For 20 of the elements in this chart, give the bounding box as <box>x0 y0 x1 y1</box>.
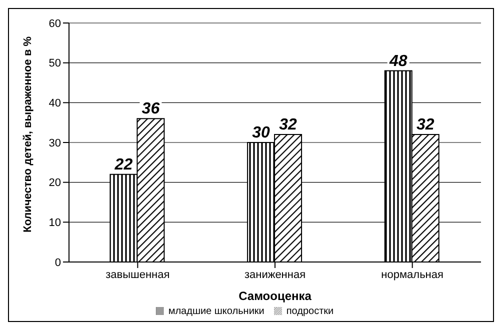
y-tick-label: 0 <box>54 256 61 269</box>
x-axis-title: Самооценка <box>238 289 312 303</box>
y-tick-label: 40 <box>48 98 61 110</box>
data-label: 32 <box>416 116 434 134</box>
y-tick-label: 60 <box>48 18 61 30</box>
y-tick-label: 50 <box>48 58 61 70</box>
legend-label: подростки <box>286 306 334 317</box>
x-tick-label: завышенная <box>106 268 170 281</box>
data-label: 30 <box>252 124 270 142</box>
x-tick-label: нормальная <box>381 268 444 281</box>
data-label: 32 <box>279 116 298 134</box>
y-tick-label: 30 <box>48 137 61 150</box>
y-tick-label: 20 <box>48 177 61 190</box>
x-tick-label: заниженная <box>244 268 306 281</box>
legend-label: младшие школьники <box>168 306 264 317</box>
data-label: 22 <box>114 156 133 174</box>
data-label: 36 <box>142 100 160 118</box>
y-tick-label: 10 <box>48 217 61 230</box>
y-axis-title: Количество детей, выраженное в % <box>22 36 34 232</box>
data-label: 48 <box>388 52 408 70</box>
